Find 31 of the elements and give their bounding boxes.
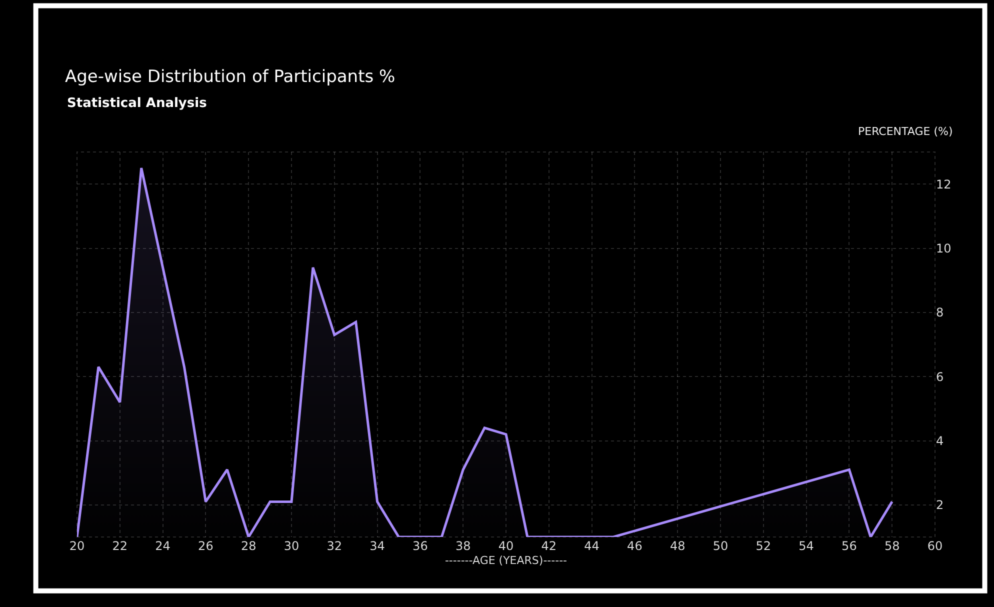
x-tick-label: 36: [412, 539, 428, 553]
y-tick-label: 8: [936, 306, 944, 320]
x-tick-label: 46: [627, 539, 642, 553]
x-tick-label: 56: [842, 539, 857, 553]
x-tick-label: 30: [284, 539, 300, 553]
x-tick-label: 44: [584, 539, 600, 553]
x-tick-label: 48: [670, 539, 686, 553]
x-tick-label: 22: [112, 539, 128, 553]
y-tick-label: 4: [936, 434, 944, 448]
x-tick-label: 28: [240, 539, 256, 553]
x-tick-label: 32: [326, 539, 342, 553]
y-axis-title: PERCENTAGE (%): [858, 125, 953, 138]
x-tick-label: 20: [69, 539, 85, 553]
x-tick-label: 42: [541, 539, 557, 553]
x-tick-label: 26: [198, 539, 214, 553]
y-tick-label: 6: [936, 370, 944, 384]
chart-title: Age-wise Distribution of Participants %: [65, 66, 396, 87]
x-tick-label: 60: [927, 539, 943, 553]
x-tick-label: 40: [498, 539, 514, 553]
y-tick-label: 2: [936, 498, 944, 512]
y-tick-label: 12: [936, 177, 952, 192]
x-tick-label: 52: [756, 539, 772, 553]
x-tick-label: 54: [798, 539, 814, 553]
x-tick-label: 38: [455, 539, 471, 553]
x-tick-label: 34: [370, 539, 385, 553]
y-tick-label: 10: [936, 241, 952, 256]
x-tick-label: 50: [712, 539, 728, 553]
x-tick-label: 24: [155, 539, 170, 553]
x-axis-title: -------AGE (YEARS)------: [444, 554, 568, 568]
chart-subtitle: Statistical Analysis: [67, 96, 208, 111]
x-tick-label: 58: [884, 539, 900, 553]
